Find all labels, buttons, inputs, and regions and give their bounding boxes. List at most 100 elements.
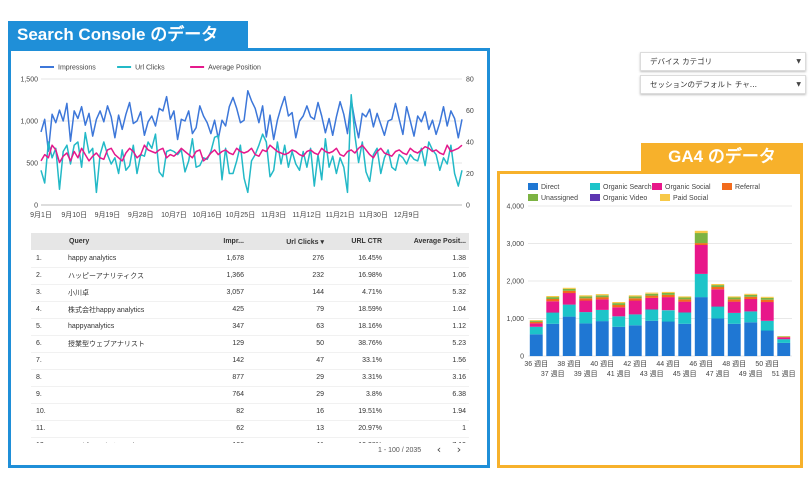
table-row[interactable]: 10. 82 16 19.51% 1.94 [31, 403, 469, 421]
y-right-tick-label: 80 [466, 77, 474, 84]
url-clicks-cell: 144 [247, 284, 327, 302]
url-clicks-cell: 63 [247, 318, 327, 336]
url-clicks-cell: 29 [247, 386, 327, 404]
bar-segment-referral [612, 305, 626, 308]
x-tick-label: 11月3日 [261, 211, 286, 219]
bar-segment-direct [579, 323, 593, 356]
bar-segment-organic-search [760, 320, 774, 331]
bar-segment-direct [628, 325, 642, 357]
table-row[interactable]: 8. 877 29 3.31% 3.16 [31, 369, 469, 387]
series-line-impressions [40, 90, 463, 152]
next-page-button[interactable]: › [456, 443, 462, 456]
url-clicks-cell: 13 [247, 420, 327, 438]
impressions-cell: 347 [189, 318, 247, 336]
dropdown-label: デバイス カテゴリ [650, 57, 713, 66]
pagination-label: 1 - 100 / 2035 [378, 447, 422, 454]
bar-segment-organic-search [529, 326, 543, 335]
bar-segment-organic-social [727, 301, 741, 313]
avg-position-cell: 1.94 [385, 403, 469, 421]
bar-segment-direct [711, 318, 725, 356]
x-tick-label: 41 週目 [607, 369, 631, 378]
avg-position-cell: 1.38 [385, 250, 469, 268]
url-ctr-cell: 33.1% [327, 352, 385, 370]
row-index: 2. [31, 267, 65, 285]
x-tick-label: 9月19日 [95, 211, 121, 219]
table-row[interactable]: 6. 授業型ウェブアナリスト 129 50 38.76% 5.23 [31, 335, 469, 353]
series-line-url-clicks [40, 94, 463, 194]
prev-page-button[interactable]: ‹ [436, 443, 442, 456]
bar-segment-referral [546, 299, 560, 302]
y-left-tick-label: 0 [34, 203, 38, 210]
x-tick-label: 10月7日 [161, 211, 187, 219]
table-row[interactable]: 5. happyanalytics 347 63 18.16% 1.12 [31, 318, 469, 336]
bar-segment-organic-social [562, 293, 576, 305]
url-clicks-cell: 29 [247, 369, 327, 387]
default-channel-dropdown[interactable]: セッションのデフォルト チャ... ▼ [640, 75, 806, 94]
col-header-url-ctr[interactable]: URL CTR [327, 233, 385, 250]
table-row[interactable]: 4. 株式会社happy analytics 425 79 18.59% 1.04 [31, 301, 469, 319]
table-row[interactable]: 1. happy analytics 1,678 276 16.45% 1.38 [31, 250, 469, 268]
impressions-cell: 764 [189, 386, 247, 404]
row-index: 1. [31, 250, 65, 268]
bar-segment-paid-social [562, 287, 576, 289]
row-index: 4. [31, 301, 65, 319]
url-ctr-cell: 18.59% [327, 301, 385, 319]
bar-segment-organic-search [628, 314, 642, 326]
impressions-cell: 877 [189, 369, 247, 387]
legend-label: Url Clicks [135, 65, 165, 72]
table-row[interactable]: 11. 62 13 20.97% 1 [31, 420, 469, 438]
impressions-cell: 62 [189, 420, 247, 438]
bar-segment-direct [727, 323, 741, 357]
table-row[interactable]: 7. 142 47 33.1% 1.56 [31, 352, 469, 370]
bar-segment-unassigned [694, 233, 708, 244]
table-row[interactable]: 2. ハッピーアナリティクス 1,366 232 16.98% 1.06 [31, 267, 469, 285]
legend-swatch [590, 194, 600, 201]
col-header-impressions[interactable]: Impr... [189, 233, 247, 250]
x-tick-label: 38 週目 [557, 359, 581, 368]
table-row[interactable]: 12.ハッピーアナリティクス ga41061110.38%7.19 [31, 437, 469, 443]
bar-segment-direct [694, 297, 708, 356]
series-line-average-position [40, 144, 463, 164]
query-cell [65, 352, 189, 370]
impressions-cell: 3,057 [189, 284, 247, 302]
avg-position-cell: 1.56 [385, 352, 469, 370]
bar-segment-organic-social [777, 337, 791, 340]
col-header-query[interactable]: Query [65, 233, 189, 250]
avg-position-cell: 6.38 [385, 386, 469, 404]
avg-position-cell: 7.19 [385, 437, 469, 443]
bar-segment-paid-social [661, 291, 675, 293]
row-index: 3. [31, 284, 65, 302]
bar-segment-paid-social [628, 295, 642, 297]
legend-label: Referral [735, 184, 760, 191]
table-row[interactable]: 9. 764 29 3.8% 6.38 [31, 386, 469, 404]
col-header-average-position[interactable]: Average Posit... [385, 233, 469, 250]
table-row[interactable]: 3. 小川卓 3,057 144 4.71% 5.32 [31, 284, 469, 302]
bar-segment-organic-social [711, 289, 725, 307]
bar-segment-referral [645, 295, 659, 298]
query-cell [65, 403, 189, 421]
x-tick-label: 10月25日 [226, 211, 256, 219]
bar-segment-referral [678, 299, 692, 302]
bar-segment-referral [579, 298, 593, 301]
query-cell [65, 369, 189, 387]
bar-segment-direct [744, 322, 758, 357]
row-index: 5. [31, 318, 65, 336]
query-cell: 株式会社happy analytics [65, 301, 189, 319]
bar-segment-direct [546, 323, 560, 357]
query-table-container[interactable]: Query Impr... Url Clicks ▾ URL CTR Avera… [31, 233, 471, 443]
query-table: Query Impr... Url Clicks ▾ URL CTR Avera… [31, 233, 469, 443]
x-tick-label: 36 週目 [524, 359, 548, 368]
bar-segment-organic-search [562, 304, 576, 317]
bar-segment-paid-social [760, 296, 774, 298]
bar-segment-unassigned [562, 288, 576, 291]
query-cell: happyanalytics [65, 318, 189, 336]
bar-segment-organic-search [711, 306, 725, 319]
legend-swatch [528, 194, 538, 201]
col-header-url-clicks[interactable]: Url Clicks ▾ [247, 233, 327, 250]
url-ctr-cell: 20.97% [327, 420, 385, 438]
x-tick-label: 9月1日 [30, 211, 52, 219]
bar-segment-direct [777, 342, 791, 356]
device-category-dropdown[interactable]: デバイス カテゴリ ▼ [640, 52, 806, 71]
avg-position-cell: 5.32 [385, 284, 469, 302]
impressions-cell: 106 [189, 437, 247, 443]
